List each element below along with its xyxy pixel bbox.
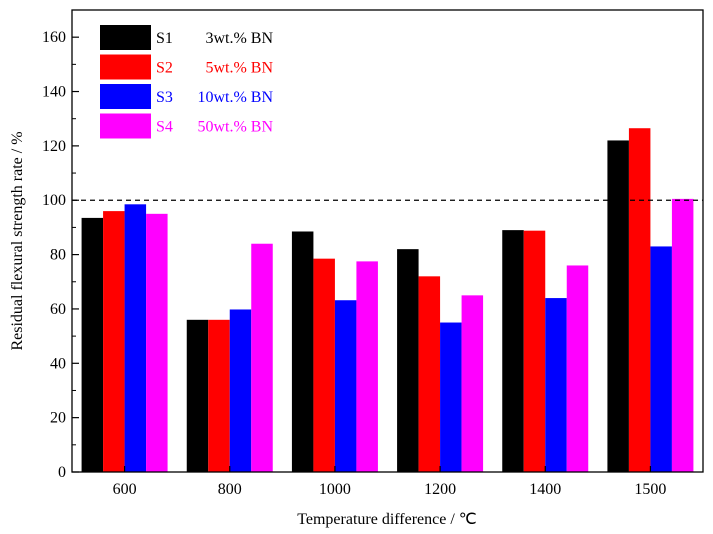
bars-layer bbox=[81, 128, 694, 473]
legend-series-name: S3 bbox=[156, 89, 173, 106]
y-tick-label: 60 bbox=[50, 301, 66, 318]
legend-series-label: 3wt.% BN bbox=[205, 30, 273, 47]
y-axis: 0 20 40 60 80 100 120 140 160 bbox=[42, 29, 79, 481]
legend: S1 3wt.% BN S2 5wt.% BN S3 10wt.% BN S4 50wt.% … bbox=[100, 25, 273, 139]
legend-series-name: S4 bbox=[156, 119, 173, 136]
y-tick-label: 80 bbox=[50, 247, 66, 264]
x-axis: 600 800 1000 1200 1400 1500 bbox=[113, 466, 666, 498]
bar-s4-1400 bbox=[566, 265, 589, 472]
x-axis-title: Temperature difference / ℃ bbox=[297, 511, 477, 528]
bar-s3-800 bbox=[229, 309, 252, 472]
x-tick-label-1500: 1500 bbox=[634, 481, 666, 498]
bar-s3-1200 bbox=[440, 322, 462, 472]
bar-s1-800 bbox=[186, 319, 209, 472]
bar-s4-1200 bbox=[461, 295, 484, 472]
x-tick-label-600: 600 bbox=[113, 481, 137, 498]
bar-s2-1200 bbox=[418, 276, 441, 472]
legend-swatch-s1 bbox=[100, 25, 151, 50]
bar-s4-600 bbox=[146, 213, 168, 472]
bar-s2-1500 bbox=[628, 128, 651, 472]
plot-frame bbox=[71, 9, 704, 473]
x-tick-label-1000: 1000 bbox=[319, 481, 351, 498]
y-tick-label: 160 bbox=[42, 29, 66, 46]
x-tick-label-1200: 1200 bbox=[424, 481, 456, 498]
x-tick-label-800: 800 bbox=[218, 481, 242, 498]
y-tick-label: 100 bbox=[42, 192, 66, 209]
bar-s4-1000 bbox=[356, 261, 378, 472]
legend-swatch-s4 bbox=[100, 113, 151, 139]
y-axis-title: Residual flexural strength rate / % bbox=[9, 131, 26, 350]
bar-s3-600 bbox=[124, 204, 147, 472]
bar-s1-600 bbox=[81, 217, 104, 472]
legend-series-label: 10wt.% BN bbox=[197, 89, 273, 106]
bar-s3-1400 bbox=[545, 298, 567, 472]
legend-series-name: S2 bbox=[156, 60, 173, 77]
bar-s1-1500 bbox=[607, 140, 629, 472]
legend-series-label: 50wt.% BN bbox=[197, 119, 273, 136]
bar-s2-800 bbox=[208, 319, 230, 472]
y-tick-label: 40 bbox=[50, 355, 66, 372]
bar-s4-1500 bbox=[671, 198, 694, 472]
bar-s3-1500 bbox=[650, 246, 672, 472]
bar-s1-1000 bbox=[291, 231, 314, 472]
bar-s2-600 bbox=[103, 211, 125, 473]
y-tick-label: 0 bbox=[58, 464, 66, 481]
legend-series-name: S1 bbox=[156, 30, 173, 47]
y-tick-label: 120 bbox=[42, 138, 66, 155]
bar-s2-1400 bbox=[523, 230, 546, 472]
bar-s4-800 bbox=[251, 243, 273, 472]
bar-s3-1000 bbox=[334, 300, 357, 472]
y-tick-label: 140 bbox=[42, 84, 66, 101]
legend-swatch-s2 bbox=[100, 54, 151, 80]
bar-s1-1400 bbox=[502, 230, 524, 472]
bar-s2-1000 bbox=[313, 258, 335, 472]
x-tick-label-1400: 1400 bbox=[529, 481, 561, 498]
legend-series-label: 5wt.% BN bbox=[205, 60, 273, 77]
legend-swatch-s3 bbox=[100, 84, 151, 109]
bar-s1-1200 bbox=[397, 249, 419, 472]
y-tick-label: 20 bbox=[50, 410, 66, 427]
